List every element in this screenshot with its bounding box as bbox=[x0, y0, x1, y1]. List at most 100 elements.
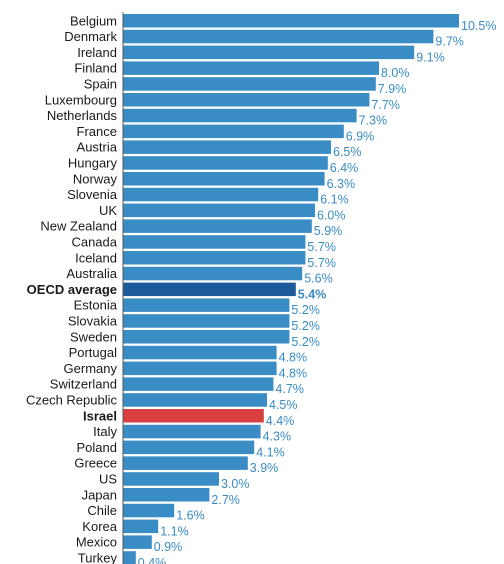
value-label-greece: 3.9% bbox=[250, 461, 278, 475]
value-label-austria: 6.5% bbox=[333, 145, 362, 159]
value-label-spain: 7.9% bbox=[378, 82, 407, 96]
bar-ireland bbox=[123, 45, 415, 60]
bar-poland bbox=[123, 440, 255, 455]
category-label-chile: Chile bbox=[87, 503, 117, 518]
category-label-new-zealand: New Zealand bbox=[40, 219, 117, 234]
value-label-ireland: 9.1% bbox=[416, 50, 445, 64]
value-label-slovenia: 6.1% bbox=[320, 193, 349, 207]
bar-estonia bbox=[123, 298, 290, 312]
value-label-slovakia: 5.2% bbox=[291, 319, 320, 333]
bar-france bbox=[123, 124, 344, 139]
value-label-poland: 4.1% bbox=[256, 445, 285, 459]
value-label-japan: 2.7% bbox=[211, 493, 240, 507]
bar-hungary bbox=[123, 156, 328, 170]
value-label-australia: 5.6% bbox=[304, 272, 333, 286]
value-label-oecd-average: 5.4% bbox=[298, 287, 327, 301]
category-label-hungary: Hungary bbox=[68, 155, 118, 170]
bar-new-zealand bbox=[123, 219, 312, 233]
value-label-finland: 8.0% bbox=[381, 66, 410, 80]
category-label-oecd-average: OECD average bbox=[27, 282, 117, 297]
bar-greece bbox=[123, 456, 248, 470]
category-label-germany: Germany bbox=[64, 361, 118, 376]
value-label-luxembourg: 7.7% bbox=[371, 98, 400, 112]
category-label-france: France bbox=[77, 124, 117, 139]
category-label-slovakia: Slovakia bbox=[68, 313, 118, 328]
category-label-greece: Greece bbox=[74, 456, 117, 471]
value-label-germany: 4.8% bbox=[279, 366, 308, 380]
category-label-canada: Canada bbox=[71, 234, 117, 249]
category-label-luxembourg: Luxembourg bbox=[45, 92, 117, 107]
category-label-spain: Spain bbox=[84, 76, 117, 91]
category-label-belgium: Belgium bbox=[70, 13, 117, 28]
category-label-ireland: Ireland bbox=[77, 45, 117, 60]
bar-slovenia bbox=[123, 187, 319, 202]
bar-korea bbox=[123, 519, 159, 534]
bar-turkey bbox=[123, 551, 136, 564]
category-label-turkey: Turkey bbox=[78, 550, 118, 564]
category-label-czech-republic: Czech Republic bbox=[26, 392, 118, 407]
value-label-turkey: 0.4% bbox=[138, 556, 167, 564]
value-label-switzerland: 4.7% bbox=[275, 382, 304, 396]
bar-uk bbox=[123, 203, 315, 218]
category-label-uk: UK bbox=[99, 203, 117, 218]
bar-portugal bbox=[123, 345, 277, 360]
category-label-japan: Japan bbox=[82, 487, 117, 502]
value-label-hungary: 6.4% bbox=[330, 161, 359, 175]
category-label-portugal: Portugal bbox=[69, 345, 118, 360]
category-label-poland: Poland bbox=[77, 440, 117, 455]
value-label-sweden: 5.2% bbox=[291, 335, 320, 349]
category-label-mexico: Mexico bbox=[76, 535, 117, 550]
value-label-belgium: 10.5% bbox=[461, 19, 496, 33]
value-label-denmark: 9.7% bbox=[435, 35, 464, 49]
category-label-australia: Australia bbox=[66, 266, 117, 281]
category-label-norway: Norway bbox=[73, 171, 118, 186]
bar-finland bbox=[123, 61, 379, 75]
bar-oecd-average bbox=[123, 282, 296, 297]
bar-israel bbox=[123, 409, 264, 423]
category-label-iceland: Iceland bbox=[75, 250, 117, 265]
bar-sweden bbox=[123, 330, 290, 344]
bar-us bbox=[123, 472, 219, 486]
category-label-netherlands: Netherlands bbox=[47, 108, 118, 123]
value-label-korea: 1.1% bbox=[160, 524, 189, 538]
bar-denmark bbox=[123, 29, 434, 44]
bar-italy bbox=[123, 424, 261, 439]
bar-germany bbox=[123, 361, 277, 376]
category-label-austria: Austria bbox=[77, 140, 118, 155]
bar-netherlands bbox=[123, 108, 357, 123]
category-label-slovenia: Slovenia bbox=[67, 187, 118, 202]
bar-norway bbox=[123, 172, 325, 186]
value-label-italy: 4.3% bbox=[263, 430, 292, 444]
bar-canada bbox=[123, 235, 306, 249]
bar-austria bbox=[123, 140, 331, 154]
bar-slovakia bbox=[123, 314, 290, 328]
value-label-iceland: 5.7% bbox=[307, 256, 336, 270]
value-label-israel: 4.4% bbox=[266, 414, 295, 428]
value-label-us: 3.0% bbox=[221, 477, 250, 491]
value-label-czech-republic: 4.5% bbox=[269, 398, 298, 412]
value-label-canada: 5.7% bbox=[307, 240, 336, 254]
bar-luxembourg bbox=[123, 93, 370, 107]
category-label-israel: Israel bbox=[83, 408, 117, 423]
bar-czech-republic bbox=[123, 393, 267, 407]
category-label-italy: Italy bbox=[93, 424, 117, 439]
value-label-netherlands: 7.3% bbox=[359, 114, 388, 128]
bar-japan bbox=[123, 488, 210, 502]
category-label-sweden: Sweden bbox=[70, 329, 117, 344]
category-label-finland: Finland bbox=[74, 61, 117, 76]
value-label-chile: 1.6% bbox=[176, 509, 205, 523]
category-label-denmark: Denmark bbox=[64, 29, 117, 44]
category-label-us: US bbox=[99, 471, 117, 486]
value-label-estonia: 5.2% bbox=[291, 303, 320, 317]
bar-australia bbox=[123, 266, 303, 281]
value-label-portugal: 4.8% bbox=[279, 351, 308, 365]
bar-chile bbox=[123, 503, 175, 518]
category-label-estonia: Estonia bbox=[74, 298, 118, 313]
bar-mexico bbox=[123, 535, 152, 549]
category-label-switzerland: Switzerland bbox=[50, 377, 117, 392]
value-label-france: 6.9% bbox=[346, 129, 375, 143]
value-label-uk: 6.0% bbox=[317, 208, 346, 222]
value-label-norway: 6.3% bbox=[327, 177, 356, 191]
